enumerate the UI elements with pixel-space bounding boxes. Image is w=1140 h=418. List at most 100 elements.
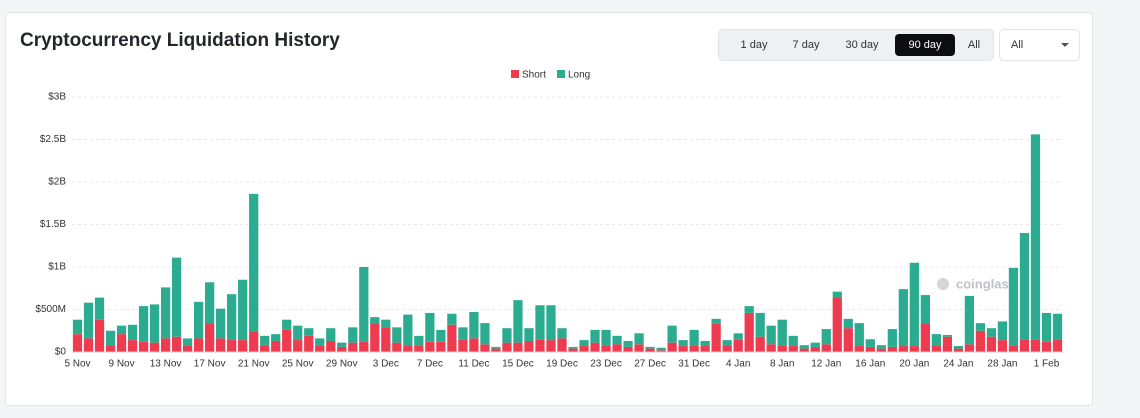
bar-segment — [612, 344, 622, 352]
bar-segment — [799, 345, 809, 349]
bar-segment — [623, 340, 633, 347]
bar-segment — [953, 346, 964, 349]
time-range-button[interactable]: 90 day — [895, 34, 955, 56]
bar-segment — [909, 346, 919, 352]
bar-segment — [315, 345, 325, 352]
time-range-button[interactable]: 7 day — [792, 39, 820, 51]
bar-segment — [656, 350, 666, 352]
bar-segment — [469, 338, 479, 352]
x-tick-label: 23 Dec — [590, 359, 622, 370]
x-tick-label: 13 Nov — [150, 359, 182, 370]
bar-segment — [1052, 313, 1063, 340]
bar-segment — [689, 329, 699, 346]
time-range-button[interactable]: 30 day — [845, 39, 879, 51]
bar-segment — [788, 335, 798, 347]
x-tick-label: 21 Nov — [238, 359, 270, 370]
bar-segment — [458, 327, 468, 340]
bar-segment — [502, 328, 512, 343]
bar-segment — [491, 348, 501, 352]
bar-segment — [744, 306, 754, 313]
bar-segment — [227, 294, 237, 340]
x-tick-label: 1 Feb — [1034, 359, 1060, 370]
bar-segment — [127, 340, 138, 352]
bar-segment — [205, 323, 215, 352]
bar-segment — [975, 323, 986, 331]
bar-segment — [942, 336, 953, 352]
bar-segment — [83, 302, 94, 339]
bar-segment — [546, 340, 556, 352]
x-tick-label: 19 Dec — [546, 359, 578, 370]
bar-segment — [876, 345, 886, 349]
bar-segment — [1008, 267, 1019, 346]
bar-segment — [238, 279, 248, 341]
bar-segment — [634, 333, 644, 345]
bar-segment — [83, 338, 94, 352]
bar-segment — [733, 339, 743, 352]
bar-segment — [182, 345, 193, 352]
time-range-button[interactable]: All — [967, 39, 981, 51]
bar-segment — [282, 319, 292, 330]
y-tick-label: $0 — [55, 347, 67, 358]
bar-segment — [171, 336, 182, 352]
y-tick-label: $1.5B — [40, 219, 66, 230]
bar-segment — [590, 342, 600, 352]
bar-segment — [370, 317, 380, 324]
x-tick-label: 15 Dec — [502, 359, 534, 370]
bar-segment — [678, 346, 688, 352]
dropdown[interactable]: All — [999, 29, 1080, 61]
bar-segment — [832, 291, 842, 298]
bar-segment — [986, 336, 997, 352]
bar-segment — [171, 257, 182, 337]
bar-segment — [546, 305, 556, 341]
bar-segment — [293, 325, 303, 341]
bar-segment — [810, 342, 820, 347]
bar-segment — [634, 344, 644, 352]
x-tick-label: 16 Jan — [855, 359, 885, 370]
bar-segment — [557, 328, 567, 339]
bar-segment — [1019, 339, 1030, 352]
bar-segment — [216, 338, 226, 352]
dropdown-label: All — [1011, 39, 1024, 51]
bar-segment — [149, 342, 160, 352]
bar-segment — [304, 328, 314, 336]
bar-segment — [997, 321, 1008, 341]
bar-segment — [568, 348, 578, 352]
x-tick-label: 7 Dec — [417, 359, 443, 370]
bar-segment — [755, 336, 765, 352]
watermark: coinglass — [956, 276, 1016, 291]
time-range-button[interactable]: 1 day — [740, 39, 768, 51]
bar-segment — [568, 346, 578, 349]
bar-segment — [700, 340, 710, 347]
legend-label: Long — [568, 70, 590, 81]
bar-segment — [381, 319, 391, 328]
bar-segment — [667, 325, 677, 343]
bar-segment — [337, 346, 347, 352]
bar-segment — [964, 344, 975, 352]
bar-segment — [138, 306, 149, 342]
bar-segment — [94, 297, 105, 320]
bar-segment — [1008, 345, 1019, 352]
bar-segment — [590, 329, 600, 343]
y-tick-label: $3B — [48, 92, 66, 103]
bar-segment — [72, 319, 83, 335]
bar-segment — [601, 329, 611, 346]
bar-segment — [887, 346, 897, 352]
bar-segment — [271, 340, 281, 352]
bar-segment — [579, 340, 589, 347]
bar-segment — [1041, 312, 1052, 342]
bar-segment — [997, 340, 1008, 352]
bar-segment — [282, 329, 292, 352]
time-range-selector: 1 day 7 day 30 day 90 day All — [718, 29, 994, 61]
bar-segment — [700, 346, 710, 352]
bar-segment — [843, 318, 853, 329]
bar-segment — [348, 342, 358, 352]
bar-segment — [524, 340, 534, 352]
x-tick-label: 31 Dec — [678, 359, 710, 370]
bar-segment — [755, 312, 765, 337]
bar-segment — [105, 330, 116, 346]
bar-segment — [480, 323, 490, 345]
bar-segment — [392, 327, 402, 343]
x-tick-label: 20 Jan — [899, 359, 929, 370]
bar-segment — [425, 341, 435, 352]
